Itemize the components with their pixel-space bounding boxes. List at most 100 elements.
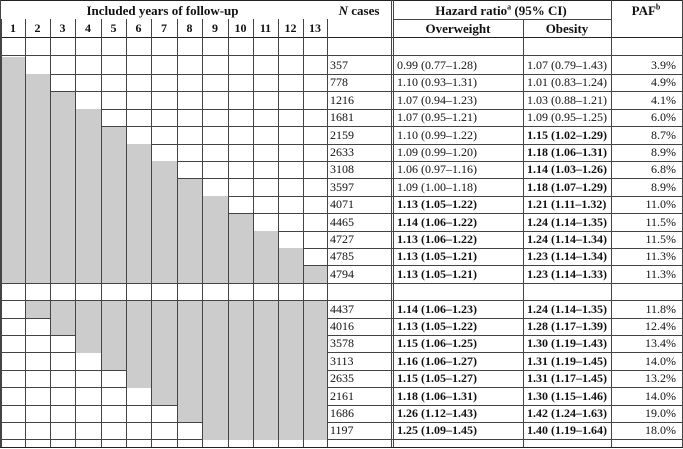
shaded-year-cell — [228, 370, 253, 388]
n-cases-cell: 4465 — [330, 214, 354, 229]
shaded-year-cell — [253, 335, 278, 353]
shaded-year-cell — [50, 109, 75, 127]
shaded-year-cell — [75, 318, 101, 336]
year-label-8: 8 — [186, 21, 193, 35]
shaded-year-cell — [151, 248, 177, 266]
shaded-year-cell — [151, 387, 177, 405]
shaded-year-cell — [75, 126, 101, 144]
year-label-7: 7 — [161, 21, 167, 35]
obesity-cell: 1.07 (0.79–1.43) — [527, 58, 607, 72]
shaded-year-cell — [1, 265, 25, 284]
shaded-year-cell — [253, 300, 278, 318]
shaded-year-cell — [202, 300, 228, 318]
shaded-year-cell — [101, 178, 126, 197]
year-col-rule — [202, 19, 203, 447]
shaded-year-cell — [101, 318, 126, 336]
row-rule — [0, 369, 683, 371]
overweight-cell: 1.13 (1.05–1.21) — [397, 249, 477, 264]
shaded-year-cell — [50, 265, 75, 284]
shaded-year-cell — [228, 352, 253, 371]
shaded-year-cell — [151, 213, 177, 231]
row-rule — [0, 404, 683, 406]
row-rule — [0, 387, 683, 389]
shaded-year-cell — [228, 405, 253, 423]
shaded-year-cell — [202, 196, 228, 214]
paf-cell: 6.0% — [651, 110, 676, 125]
shaded-year-cell — [177, 231, 202, 249]
overweight-cell: 1.10 (0.99–1.22) — [397, 127, 477, 142]
shaded-year-cell — [75, 213, 101, 231]
obesity-cell: 1.24 (1.14–1.35) — [527, 301, 607, 316]
year-col-rule — [1, 19, 2, 447]
shaded-year-cell — [253, 265, 278, 284]
shaded-year-cell — [278, 352, 303, 371]
paf-cell: 11.3% — [645, 249, 676, 264]
bottom-rule — [0, 447, 683, 448]
n-cases-header: N cases — [327, 2, 391, 20]
shaded-year-cell — [278, 335, 303, 353]
paf-cell: 11.8% — [645, 301, 676, 316]
shaded-year-cell — [253, 422, 278, 440]
shaded-year-cell — [101, 161, 126, 179]
shaded-year-cell — [278, 318, 303, 336]
year-col-rule — [177, 19, 178, 447]
overweight-cell: 1.07 (0.94–1.23) — [397, 92, 477, 107]
row-rule — [0, 73, 683, 75]
year-label-10: 10 — [234, 21, 247, 35]
shaded-year-cell — [151, 161, 177, 179]
shaded-year-cell — [1, 196, 25, 214]
year-label-4: 4 — [85, 21, 91, 35]
n-cases-cell: 4794 — [330, 266, 354, 281]
shaded-year-cell — [151, 196, 177, 214]
shaded-year-cell — [151, 300, 177, 318]
shaded-year-cell — [253, 248, 278, 266]
year-col-rule — [253, 19, 254, 447]
paf-cell: 18.0% — [645, 423, 676, 438]
n-cases-cell: 4437 — [330, 301, 354, 316]
overweight-cell: 1.26 (1.12–1.43) — [397, 406, 477, 420]
shaded-year-cell — [202, 248, 228, 266]
left-rule — [0, 0, 1, 447]
shaded-year-cell — [151, 265, 177, 284]
shaded-year-cell — [202, 318, 228, 336]
year-label-2: 2 — [34, 21, 41, 35]
shaded-year-cell — [202, 335, 228, 353]
shaded-year-cell — [25, 126, 50, 144]
shaded-year-cell — [126, 178, 151, 197]
n-cases-cell: 357 — [330, 58, 348, 72]
shaded-year-cell — [278, 248, 303, 266]
row-rule — [0, 91, 683, 93]
year-label-13: 13 — [309, 21, 321, 35]
shaded-year-cell — [50, 248, 75, 266]
obesity-cell: 1.09 (0.95–1.25) — [527, 110, 607, 125]
obesity-cell: 1.42 (1.24–1.63) — [527, 406, 607, 420]
year-col-rule — [151, 19, 152, 447]
shaded-year-cell — [278, 405, 303, 423]
row-rule — [0, 421, 683, 423]
n-cases-cell: 3597 — [330, 179, 354, 194]
shaded-year-cell — [228, 213, 253, 231]
overweight-cell: 1.09 (1.00–1.18) — [397, 179, 477, 194]
paf-cell: 11.5% — [645, 232, 676, 246]
shaded-year-cell — [50, 196, 75, 214]
obesity-cell: 1.28 (1.17–1.39) — [527, 319, 607, 333]
shaded-year-cell — [25, 231, 50, 249]
paf-header: PAFb — [612, 2, 680, 20]
shaded-year-cell — [1, 178, 25, 197]
n-cases-cell: 778 — [330, 75, 348, 90]
shaded-year-cell — [177, 248, 202, 266]
overweight-cell: 1.14 (1.06–1.22) — [397, 214, 477, 229]
paf-cell: 3.9% — [651, 58, 676, 72]
paf-title: PAF — [631, 3, 656, 18]
paf-cell: 11.5% — [645, 214, 676, 229]
shaded-year-cell — [303, 300, 327, 318]
overweight-cell: 1.16 (1.06–1.27) — [397, 353, 477, 368]
overweight-cell: 0.99 (0.77–1.28) — [397, 58, 477, 72]
year-label-11: 11 — [259, 21, 272, 35]
shaded-year-cell — [126, 318, 151, 336]
shaded-year-cell — [1, 161, 25, 179]
shaded-year-cell — [25, 248, 50, 266]
hazard-ratio-sup: a — [507, 2, 512, 12]
row-rule — [0, 213, 683, 215]
year-col-rule — [50, 19, 51, 447]
